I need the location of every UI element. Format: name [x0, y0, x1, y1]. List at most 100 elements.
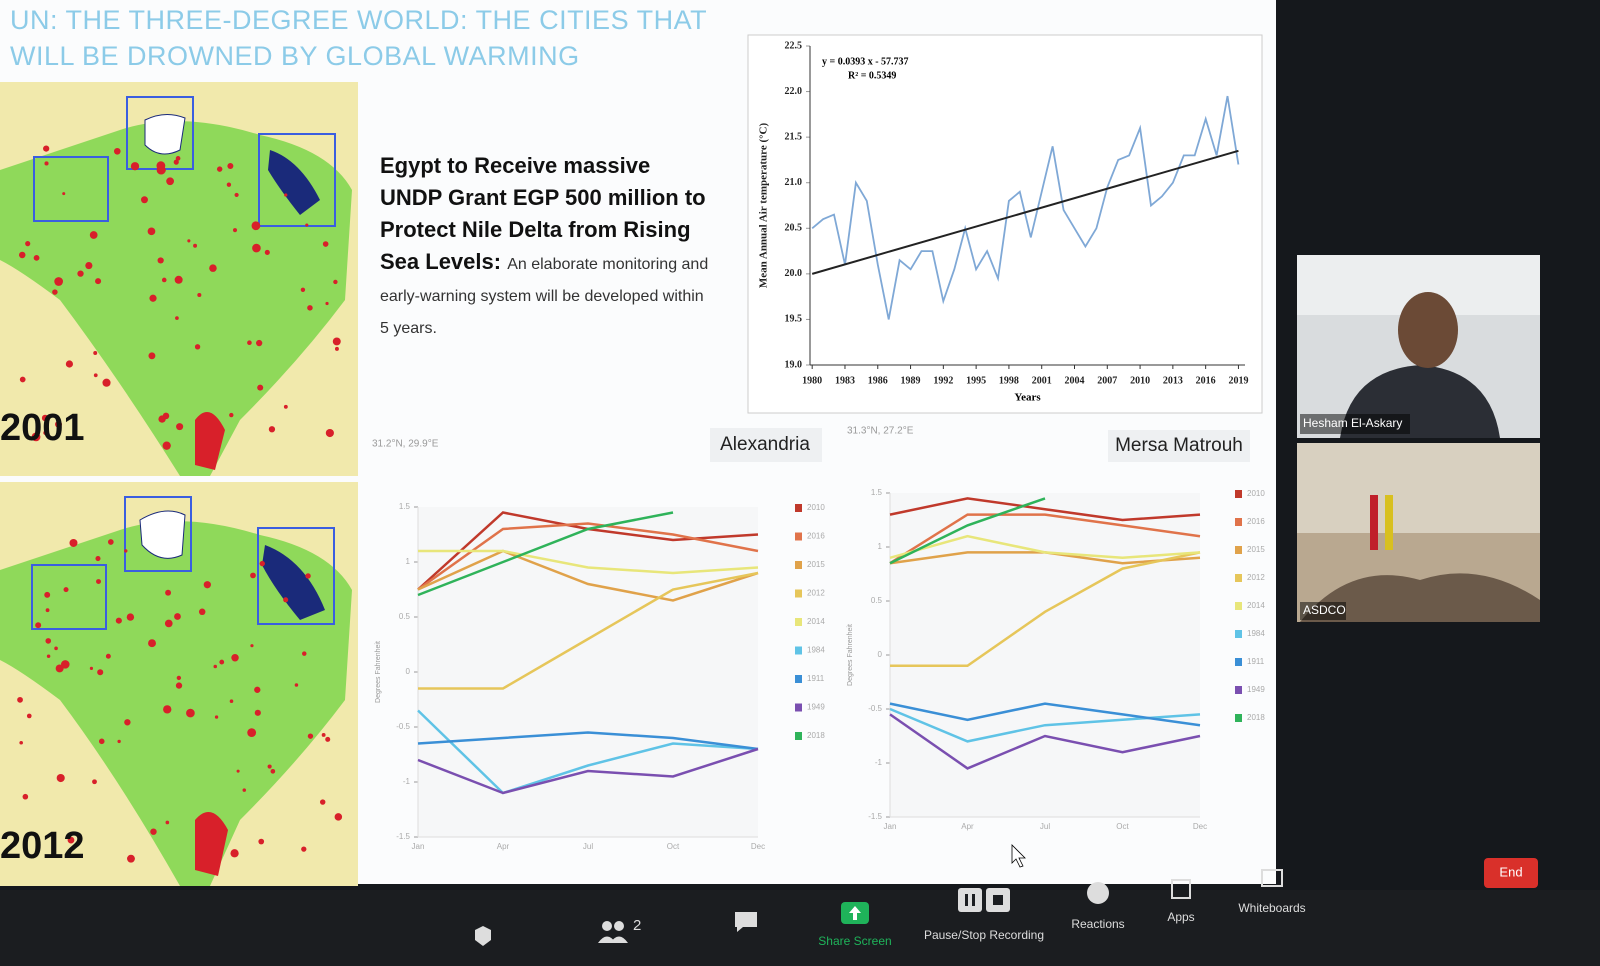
y-tick-label: 19.5	[785, 314, 803, 325]
share-screen-button[interactable]: Share Screen	[818, 902, 892, 948]
data-line	[889, 713, 1201, 770]
legend-label: 2018	[807, 731, 825, 740]
reactions-button[interactable]: Reactions	[1071, 882, 1125, 931]
data-line	[889, 534, 1201, 560]
data-line	[418, 571, 759, 690]
data-line	[889, 497, 1046, 565]
x-tick-label: 2010	[1130, 375, 1150, 386]
security-icon[interactable]	[475, 926, 491, 946]
y-tick-label: 1.5	[399, 502, 411, 511]
data-line	[417, 522, 759, 591]
legend-label: 2010	[807, 503, 825, 512]
x-tick-label: 2004	[1064, 375, 1084, 386]
y-tick-label: 20.0	[785, 268, 803, 279]
y-tick-label: -0.5	[396, 722, 410, 731]
y-tick-label: 22.5	[785, 40, 803, 51]
toolbar-label: Whiteboards	[1238, 901, 1305, 915]
legend-swatch	[795, 618, 802, 626]
data-line	[417, 549, 759, 602]
chart-title: Mersa Matrouh	[1115, 435, 1243, 456]
legend-swatch	[795, 646, 802, 655]
x-tick-label: Dec	[751, 842, 765, 851]
legend-swatch	[1235, 686, 1242, 694]
headline-text: Egypt to Receive massive UNDP Grant EGP …	[380, 153, 706, 274]
headline-body: An elaborate monitoring and early-warnin…	[380, 256, 709, 337]
toolbar-label: Share Screen	[818, 934, 891, 948]
x-tick-label: 2016	[1196, 375, 1216, 386]
data-line	[417, 511, 674, 597]
video-tile: ASDCO	[1297, 443, 1540, 622]
legend-swatch	[1235, 658, 1242, 666]
data-line	[889, 513, 1201, 565]
legend-swatch	[795, 732, 802, 740]
recording-button[interactable]: Pause/Stop Recording	[924, 888, 1044, 942]
chat-button[interactable]	[735, 912, 757, 932]
y-tick-label: -0.5	[868, 704, 882, 713]
legend-swatch	[1235, 630, 1242, 638]
legend-swatch	[1235, 490, 1242, 498]
legend-label: 1911	[1247, 657, 1265, 666]
legend-swatch	[795, 504, 802, 512]
x-tick-label: 1992	[933, 375, 953, 386]
end-label: End	[1499, 864, 1522, 879]
legend-label: 1949	[1247, 685, 1265, 694]
y-tick-label: -1.5	[396, 832, 410, 841]
apps-button[interactable]: Apps	[1167, 879, 1195, 924]
x-tick-label: 1983	[835, 375, 855, 386]
x-tick-label: Jan	[884, 822, 897, 831]
x-tick-label: Jul	[583, 842, 593, 851]
map-year-label: 2001	[0, 407, 85, 449]
legend-label: 2012	[1247, 573, 1265, 582]
legend-swatch	[1235, 602, 1242, 610]
participants-button[interactable]: 2	[598, 917, 641, 943]
legend-label: 2016	[1247, 517, 1265, 526]
legend-swatch	[795, 703, 802, 712]
legend-label: 2018	[1247, 713, 1265, 722]
y-tick-label: 1	[406, 557, 411, 566]
data-line	[417, 709, 759, 795]
y-axis-label: Mean Annual Air temperature (°C)	[758, 123, 770, 289]
x-tick-label: 2007	[1097, 375, 1117, 386]
legend-swatch	[795, 561, 802, 569]
legend-swatch	[1235, 546, 1242, 554]
x-tick-label: Oct	[667, 842, 680, 851]
participant-count: 2	[633, 917, 641, 934]
equation: y = 0.0393 x - 57.737	[822, 56, 909, 67]
legend-swatch	[795, 532, 802, 541]
data-line	[417, 747, 759, 795]
x-tick-label: Apr	[961, 822, 974, 831]
legend-label: 2014	[807, 617, 825, 626]
trend-line	[811, 149, 1239, 275]
x-tick-label: Jan	[412, 842, 425, 851]
x-tick-label: 1989	[901, 375, 921, 386]
legend-swatch	[1235, 714, 1242, 722]
x-axis-label: Years	[1014, 392, 1041, 404]
x-tick-label: 2001	[1032, 375, 1052, 386]
y-tick-label: 20.5	[785, 223, 803, 234]
plot-area	[418, 507, 758, 837]
y-axis-label: Degrees Fahrenheit	[847, 624, 854, 686]
y-tick-label: -1	[875, 758, 883, 767]
y-tick-label: 21.0	[785, 177, 803, 188]
x-tick-label: 1998	[999, 375, 1019, 386]
chart-title: Alexandria	[720, 434, 810, 455]
end-button[interactable]: End	[1484, 858, 1538, 888]
y-tick-label: 0.5	[399, 612, 411, 621]
participant-name: ASDCO	[1303, 603, 1346, 617]
legend-label: 2016	[807, 532, 825, 541]
y-tick-label: -1	[403, 777, 411, 786]
participant-name: Hesham El-Askary	[1303, 416, 1402, 430]
y-axis-label: Degrees Fahrenheit	[375, 641, 382, 703]
whiteboards-button[interactable]: Whiteboards	[1238, 869, 1306, 915]
map-year-label: 2012	[0, 825, 85, 867]
chart-subtitle: 31.2°N, 29.9°E	[372, 439, 439, 450]
legend-label: 1984	[1247, 629, 1265, 638]
y-tick-label: -1.5	[868, 812, 882, 821]
slide-title: UN: THE THREE-DEGREE WORLD: THE CITIES T…	[10, 5, 707, 71]
y-tick-label: 21.5	[785, 131, 803, 142]
y-tick-label: 0	[406, 667, 411, 676]
x-tick-label: 1986	[868, 375, 888, 386]
legend-label: 1984	[807, 646, 825, 655]
legend-label: 1949	[807, 703, 825, 712]
map-urban-areas	[17, 145, 343, 863]
